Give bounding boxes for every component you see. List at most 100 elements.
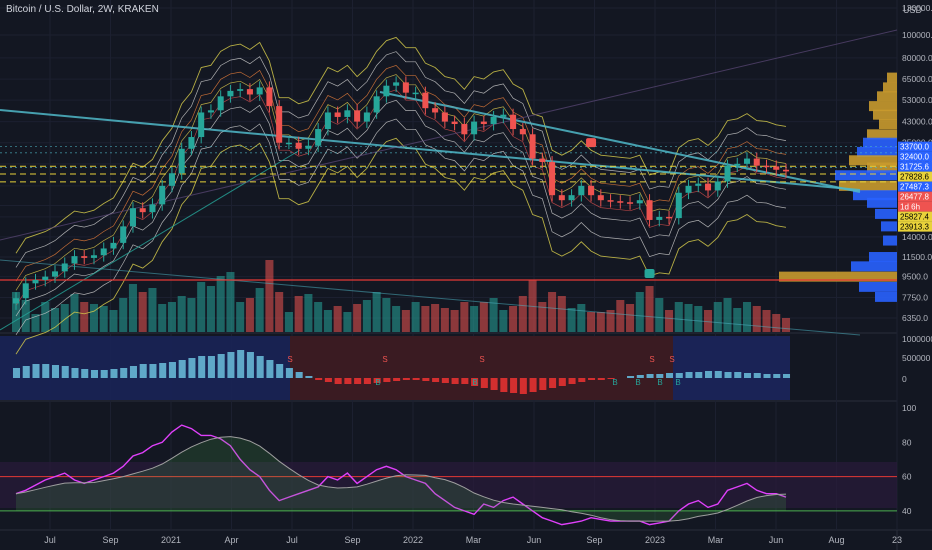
volume-bar	[353, 304, 362, 332]
candle-body	[471, 121, 478, 135]
candle-body	[539, 158, 546, 163]
volume-bar	[538, 302, 547, 332]
price-tick-label: 9500.0	[902, 272, 928, 282]
candle-body	[763, 165, 770, 168]
candle-body	[519, 129, 526, 135]
price-badge	[898, 211, 932, 222]
momentum-bar	[432, 378, 440, 382]
candle-body	[441, 112, 448, 122]
volume-bar	[723, 298, 732, 332]
volume-bar	[665, 310, 674, 332]
candle-body	[412, 92, 419, 95]
momentum-bar	[188, 358, 196, 378]
momentum-bar	[61, 366, 69, 378]
candle-body	[480, 121, 487, 125]
candle-body	[139, 208, 146, 213]
momentum-bar	[129, 366, 137, 378]
candle-body	[558, 195, 565, 201]
price-tick-label: 43000.0	[902, 117, 932, 127]
momentum-bar	[32, 364, 40, 378]
candle-body	[383, 85, 390, 97]
profile-bar	[779, 271, 897, 282]
volume-bar	[645, 286, 654, 332]
profile-bar	[887, 72, 897, 83]
candle-body	[42, 276, 49, 280]
volume-bar	[99, 306, 108, 332]
volume-bar	[567, 308, 576, 332]
rsi-ma-line	[15, 436, 787, 522]
candle-body	[324, 112, 331, 130]
time-tick-label: Jul	[44, 535, 56, 545]
volume-bar	[548, 292, 557, 332]
candle-body	[22, 283, 29, 299]
profile-bar	[851, 261, 897, 272]
volume-bar	[431, 304, 440, 332]
momentum-zones	[0, 336, 897, 508]
volume-bar	[713, 302, 722, 332]
price-badge-label: 31725.6	[900, 163, 929, 172]
candle-body	[168, 173, 175, 186]
volume-bar	[275, 292, 284, 332]
momentum-bar	[753, 373, 761, 378]
rsi-tick-label: 100	[902, 403, 916, 413]
candle-body	[246, 89, 253, 95]
momentum-bar	[782, 374, 791, 378]
candles	[12, 76, 790, 310]
candle-body	[724, 165, 731, 182]
signal-label: B	[375, 378, 380, 387]
profile-bar	[835, 170, 897, 181]
time-axis[interactable]: Jul Sep 2021 Apr Jul Sep 2022 Mar Jun Sep 2023 Mar J…	[44, 535, 902, 545]
momentum-histogram: S B S B S B B S B S B	[12, 350, 791, 394]
profile-bar	[881, 221, 897, 232]
band-line	[15, 89, 787, 306]
time-tick-label: Sep	[102, 535, 118, 545]
candle-body	[188, 137, 195, 149]
volume-bar	[119, 298, 128, 332]
price-badge	[898, 171, 932, 182]
momentum-bar	[510, 378, 518, 393]
profile-bar	[853, 190, 897, 201]
momentum-tick-label: 0	[902, 374, 907, 384]
candle-body	[549, 162, 556, 196]
candle-body	[490, 116, 497, 125]
sell-marker	[586, 138, 597, 148]
rsi-ma-fill	[16, 436, 786, 522]
volume-bar	[440, 308, 449, 332]
candle-body	[705, 183, 712, 191]
candle-body	[100, 248, 107, 256]
candle-body	[646, 200, 653, 220]
candle-body	[90, 255, 97, 258]
candle-body	[344, 110, 351, 117]
price-axis[interactable]: 1000000 500000 0 100 80 60 40 130000.0 100000.0 8…	[898, 3, 932, 516]
candle-body	[617, 201, 624, 203]
momentum-bar	[695, 372, 703, 378]
candle-body	[685, 185, 692, 193]
volume-bar	[733, 308, 742, 332]
price-badge	[898, 181, 932, 192]
momentum-bar	[685, 372, 693, 378]
momentum-bar	[471, 378, 479, 386]
volume-bar	[450, 310, 459, 332]
momentum-bar	[666, 373, 674, 378]
price-badge-label: 25827.4	[900, 213, 929, 222]
volume-bar	[781, 318, 791, 332]
candle-body	[666, 216, 673, 219]
band-line	[15, 51, 787, 268]
momentum-bar	[276, 364, 284, 378]
price-tick-label: 7750.0	[902, 293, 928, 303]
momentum-bar	[480, 378, 488, 388]
momentum-bar	[568, 378, 576, 384]
volume-bar	[479, 302, 488, 332]
price-tick-label: 100000.0	[902, 30, 932, 40]
price-badge-label: 27828.6	[900, 173, 929, 182]
momentum-bar	[461, 378, 469, 384]
momentum-bar	[246, 352, 254, 378]
rsi-pane	[0, 424, 897, 526]
signal-label: B	[635, 378, 640, 387]
candle-body	[120, 226, 127, 243]
price-tick-label: 14000.0	[902, 232, 932, 242]
momentum-bar	[607, 378, 615, 379]
candle-body	[178, 148, 185, 174]
